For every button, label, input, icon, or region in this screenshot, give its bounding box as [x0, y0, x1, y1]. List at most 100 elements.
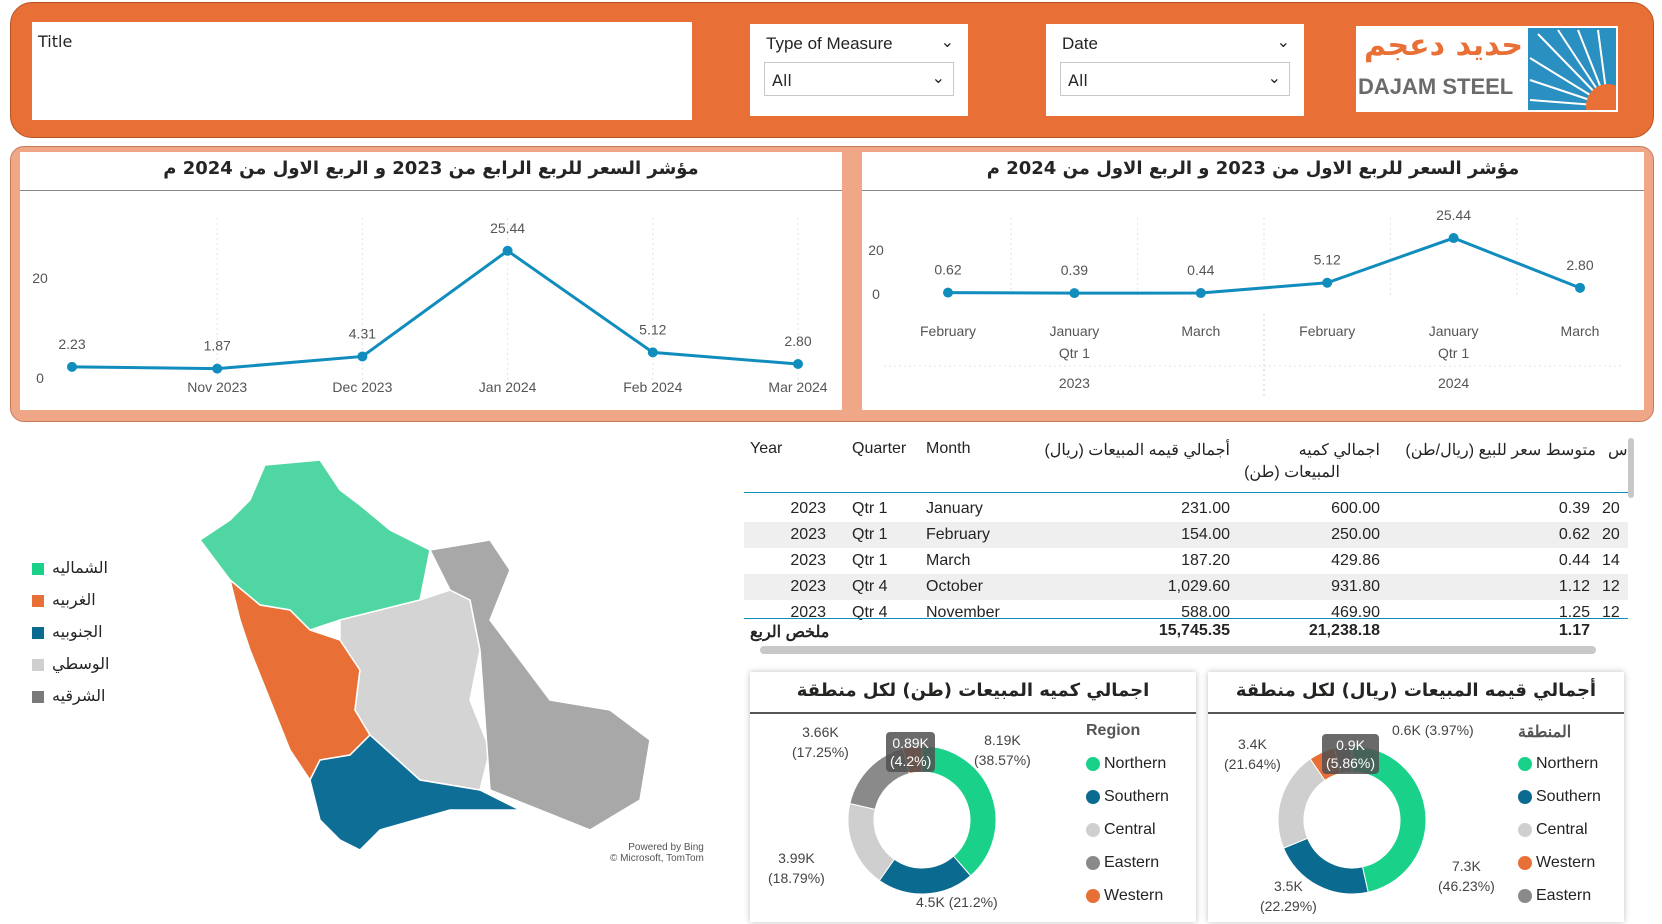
map-legend-item[interactable]: الشرقيه: [32, 686, 109, 718]
table-cell: Qtr 1: [852, 552, 888, 569]
table-cell: 2023: [790, 604, 826, 621]
map-credit-bing: Powered by Bing: [628, 842, 704, 853]
data-label: 2.80: [1566, 257, 1593, 273]
eastern-region[interactable]: [428, 539, 651, 831]
total-divider: [744, 618, 1628, 619]
chevron-down-icon: ⌄: [1267, 68, 1281, 87]
header-divider: [744, 492, 1628, 493]
column-header-avg-price[interactable]: متوسط سعر للبيع (ريال/طن): [1405, 442, 1596, 459]
table-cell: Qtr 1: [852, 526, 888, 543]
table-cell: 1.25: [1558, 604, 1590, 621]
table-cell: January: [926, 500, 983, 517]
map-legend-label: الشرقيه: [52, 686, 106, 705]
table-cell: 250.00: [1331, 526, 1380, 543]
chevron-down-icon: ⌄: [931, 68, 945, 87]
horizontal-scrollbar[interactable]: [760, 646, 1596, 654]
region-map[interactable]: الشماليه الغربيه الجنوبيه الوسطي الشرقيه…: [10, 440, 730, 880]
table-cell: March: [926, 552, 971, 569]
map-legend-label: الشماليه: [52, 558, 108, 577]
legend-item-southern[interactable]: Southern: [1086, 788, 1169, 821]
x-tick-label: Nov 2023: [187, 379, 247, 395]
legend-item-central[interactable]: Central: [1086, 821, 1169, 854]
table-row[interactable]: 2023 Qtr 1 February 154.00 250.00 0.62 20: [744, 522, 1628, 548]
legend-dot: [1086, 789, 1100, 804]
x-tick-label: January: [1049, 323, 1099, 339]
legend-dot: [1518, 789, 1532, 804]
legend-item-eastern[interactable]: Eastern: [1086, 854, 1169, 887]
eastern-slice-label: 3.66K (17.25%): [792, 724, 849, 760]
vertical-scrollbar[interactable]: [1628, 438, 1634, 498]
legend-item-northern[interactable]: Northern: [1086, 755, 1169, 788]
table-row[interactable]: 2023 Qtr 1 January 231.00 600.00 0.39 20: [744, 496, 1628, 522]
column-header-month[interactable]: Month: [926, 440, 971, 457]
table-cell: 12: [1602, 578, 1620, 595]
table-row[interactable]: 2023 Qtr 4 November 588.00 469.90 1.25 12: [744, 600, 1628, 626]
x-tick-label: Dec 2023: [332, 379, 392, 395]
map-legend-item[interactable]: الجنوبيه: [32, 622, 109, 654]
title-textbox[interactable]: Title: [32, 22, 692, 120]
total-avg-price: 1.17: [1558, 622, 1590, 639]
year-label: 2023: [1059, 375, 1090, 391]
table-cell: 469.90: [1331, 604, 1380, 621]
date-dropdown[interactable]: All ⌄: [1060, 62, 1290, 96]
table-row[interactable]: 2023 Qtr 1 March 187.20 429.86 0.44 14: [744, 548, 1628, 574]
legend-item-eastern[interactable]: Eastern: [1518, 887, 1601, 920]
y-tick-label: 0: [872, 286, 880, 302]
chevron-down-icon[interactable]: ⌄: [1276, 32, 1290, 51]
table-cell: 154.00: [1181, 526, 1230, 543]
table-cell: 588.00: [1181, 604, 1230, 621]
data-label: 0.39: [1061, 262, 1088, 278]
column-header-extra[interactable]: س: [1608, 442, 1628, 459]
x-tick-label: January: [1429, 323, 1479, 339]
chart-title: مؤشر السعر للربع الرابع من 2023 و الربع …: [163, 158, 699, 179]
map-legend-item[interactable]: الشماليه: [32, 558, 109, 590]
line-chart-right: 20 0 0.62 0.39 0.44 5.12 25.44 2.80 February Janu…: [868, 207, 1622, 398]
data-point: [67, 361, 77, 372]
chart-title-divider: [862, 190, 1644, 191]
legend-dot: [1518, 888, 1532, 903]
column-header-quarter[interactable]: Quarter: [852, 440, 907, 457]
data-label: 0.44: [1187, 262, 1214, 278]
map-legend-item[interactable]: الغربيه: [32, 590, 109, 622]
value-by-region-card: أجمالي قيمه المبيعات (ريال) لكل منطقة 7.…: [1208, 672, 1624, 922]
y-tick-label: 20: [868, 242, 884, 258]
legend-item-southern[interactable]: Southern: [1518, 788, 1601, 821]
northern-region[interactable]: [198, 460, 431, 631]
western-slice-tooltip: 0.89K (4.2%): [886, 732, 936, 772]
table-row[interactable]: 2023 Qtr 4 October 1,029.60 931.80 1.12 12: [744, 574, 1628, 600]
measure-dropdown-value: All: [772, 71, 792, 90]
column-header-sales-qty[interactable]: اجمالي كميه: [1298, 442, 1380, 459]
central-slice-label: 3.99K (18.79%): [768, 850, 825, 886]
total-label: ملخص الربع: [750, 624, 830, 641]
title-label: Title: [38, 32, 73, 51]
table-cell: 0.44: [1558, 552, 1590, 569]
series-line: [947, 236, 1581, 295]
column-header-sales-value[interactable]: أجمالي قيمه المبيعات (ريال): [1044, 442, 1230, 459]
x-tick-label: February: [920, 323, 976, 339]
donut-title-divider: [750, 712, 1196, 714]
data-label: 25.44: [490, 220, 525, 236]
logo-arabic: حديد دعجم: [1364, 28, 1524, 63]
legend-dot: [1518, 855, 1532, 870]
data-point: [502, 245, 513, 256]
map-legend: الشماليه الغربيه الجنوبيه الوسطي الشرقيه: [32, 558, 109, 718]
measure-dropdown[interactable]: All ⌄: [764, 62, 954, 96]
chevron-down-icon[interactable]: ⌄: [940, 32, 954, 51]
data-label: 2.80: [784, 333, 811, 349]
column-header-year[interactable]: Year: [750, 440, 783, 457]
donut-slice-northern: [1351, 745, 1427, 893]
saudi-arabia-map: [198, 460, 651, 851]
data-point: [943, 287, 953, 298]
legend-item-central[interactable]: Central: [1518, 821, 1601, 854]
chart-title: مؤشر السعر للربع الاول من 2023 و الربع ا…: [986, 158, 1520, 179]
table-cell: Qtr 4: [852, 604, 888, 621]
map-legend-item[interactable]: الوسطي: [32, 654, 109, 686]
southern-region[interactable]: [309, 733, 521, 851]
sales-table: Year Quarter Month أجمالي قيمه المبيعات …: [740, 432, 1640, 658]
legend-item-western[interactable]: Western: [1086, 887, 1169, 920]
column-header-sales-qty-2: المبيعات (طن): [1244, 464, 1340, 481]
date-slicer: Date ⌄ All ⌄: [1046, 24, 1304, 116]
legend-item-northern[interactable]: Northern: [1518, 755, 1601, 788]
donut-title-divider: [1208, 712, 1624, 714]
legend-item-western[interactable]: Western: [1518, 854, 1601, 887]
